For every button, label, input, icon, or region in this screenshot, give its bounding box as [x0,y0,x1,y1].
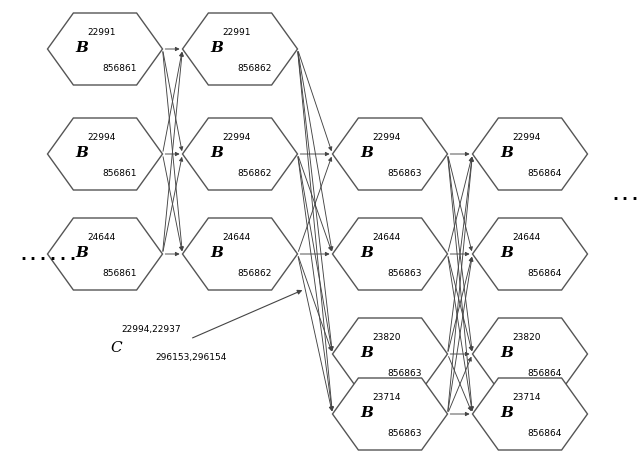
Text: 856863: 856863 [387,169,422,178]
Polygon shape [333,119,447,191]
Text: 856861: 856861 [102,169,136,178]
Text: B: B [500,405,513,419]
Text: B: B [75,41,88,55]
Text: B: B [210,41,223,55]
Text: 22991: 22991 [222,28,251,38]
Polygon shape [333,378,447,450]
Text: 856862: 856862 [237,169,271,178]
Text: 24644: 24644 [372,233,401,242]
Polygon shape [47,119,163,191]
Text: ......: ...... [610,186,640,204]
Text: 296153,296154: 296153,296154 [155,352,227,361]
Text: 22994,22937: 22994,22937 [121,324,180,333]
Polygon shape [472,119,588,191]
Text: 856863: 856863 [387,428,422,438]
Text: 856861: 856861 [102,269,136,278]
Text: ......: ...... [18,245,78,263]
Text: B: B [500,146,513,160]
Text: 22994: 22994 [87,133,115,142]
Text: 22994: 22994 [512,133,540,142]
Text: B: B [210,246,223,260]
Polygon shape [182,119,298,191]
Text: B: B [360,345,373,359]
Text: 856862: 856862 [237,64,271,73]
Text: 24644: 24644 [222,233,250,242]
Text: 856864: 856864 [527,369,561,378]
Text: B: B [75,246,88,260]
Text: 23820: 23820 [372,333,401,342]
Polygon shape [472,319,588,390]
Text: C: C [110,340,122,354]
Text: B: B [500,246,513,260]
Text: B: B [360,405,373,419]
Polygon shape [182,14,298,86]
Text: 856861: 856861 [102,64,136,73]
Text: 24644: 24644 [87,233,115,242]
Text: 856864: 856864 [527,169,561,178]
Polygon shape [472,219,588,290]
Polygon shape [333,319,447,390]
Polygon shape [333,219,447,290]
Text: B: B [500,345,513,359]
Text: 856862: 856862 [237,269,271,278]
Text: 856864: 856864 [527,428,561,438]
Polygon shape [47,219,163,290]
Text: 23820: 23820 [512,333,541,342]
Text: B: B [75,146,88,160]
Polygon shape [472,378,588,450]
Polygon shape [182,219,298,290]
Text: 24644: 24644 [512,233,540,242]
Polygon shape [47,14,163,86]
Text: 23714: 23714 [372,393,401,401]
Text: 22991: 22991 [87,28,116,38]
Text: 22994: 22994 [222,133,250,142]
Text: 856864: 856864 [527,269,561,278]
Text: B: B [210,146,223,160]
Text: 22994: 22994 [372,133,401,142]
Text: 856863: 856863 [387,269,422,278]
Text: 856863: 856863 [387,369,422,378]
Text: B: B [360,246,373,260]
Text: B: B [360,146,373,160]
Text: 23714: 23714 [512,393,541,401]
